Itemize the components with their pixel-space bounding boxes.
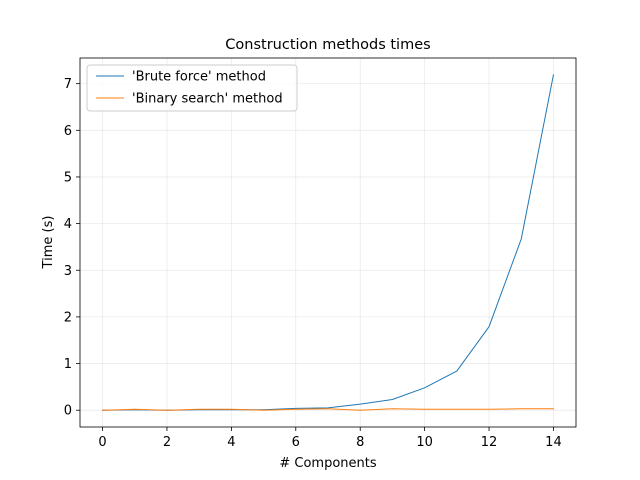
y-tick-label: 3 — [64, 264, 72, 279]
y-tick-label: 4 — [64, 217, 72, 232]
y-tick-label: 1 — [64, 357, 72, 372]
series-line-binary-search — [102, 408, 554, 411]
x-tick-label: 10 — [416, 435, 433, 450]
y-tick-label: 0 — [64, 404, 72, 419]
x-axis-ticks: 0 2 4 6 8 10 12 14 — [98, 427, 562, 450]
series-layer — [102, 74, 555, 411]
legend-box — [86, 64, 298, 112]
chart-title: Construction methods times — [225, 37, 430, 53]
y-axis-ticks: 0 1 2 3 4 5 6 7 — [64, 77, 80, 419]
y-tick-label: 5 — [64, 170, 72, 185]
legend-label-brute-force: 'Brute force' method — [132, 70, 266, 85]
x-tick-label: 4 — [227, 435, 235, 450]
x-tick-label: 2 — [163, 435, 171, 450]
x-tick-label: 12 — [481, 435, 498, 450]
y-tick-label: 6 — [64, 124, 72, 139]
legend: 'Brute force' method 'Binary search' met… — [86, 64, 298, 112]
y-tick-label: 2 — [64, 310, 72, 325]
y-axis-label: Time (s) — [41, 216, 56, 270]
x-axis-label: # Components — [279, 456, 376, 471]
legend-label-binary-search: 'Binary search' method — [132, 92, 283, 107]
x-tick-label: 0 — [98, 435, 106, 450]
x-tick-label: 6 — [292, 435, 300, 450]
y-tick-label: 7 — [64, 77, 72, 92]
axes-frame — [79, 57, 577, 428]
x-tick-label: 8 — [356, 435, 364, 450]
x-tick-label: 14 — [545, 435, 562, 450]
